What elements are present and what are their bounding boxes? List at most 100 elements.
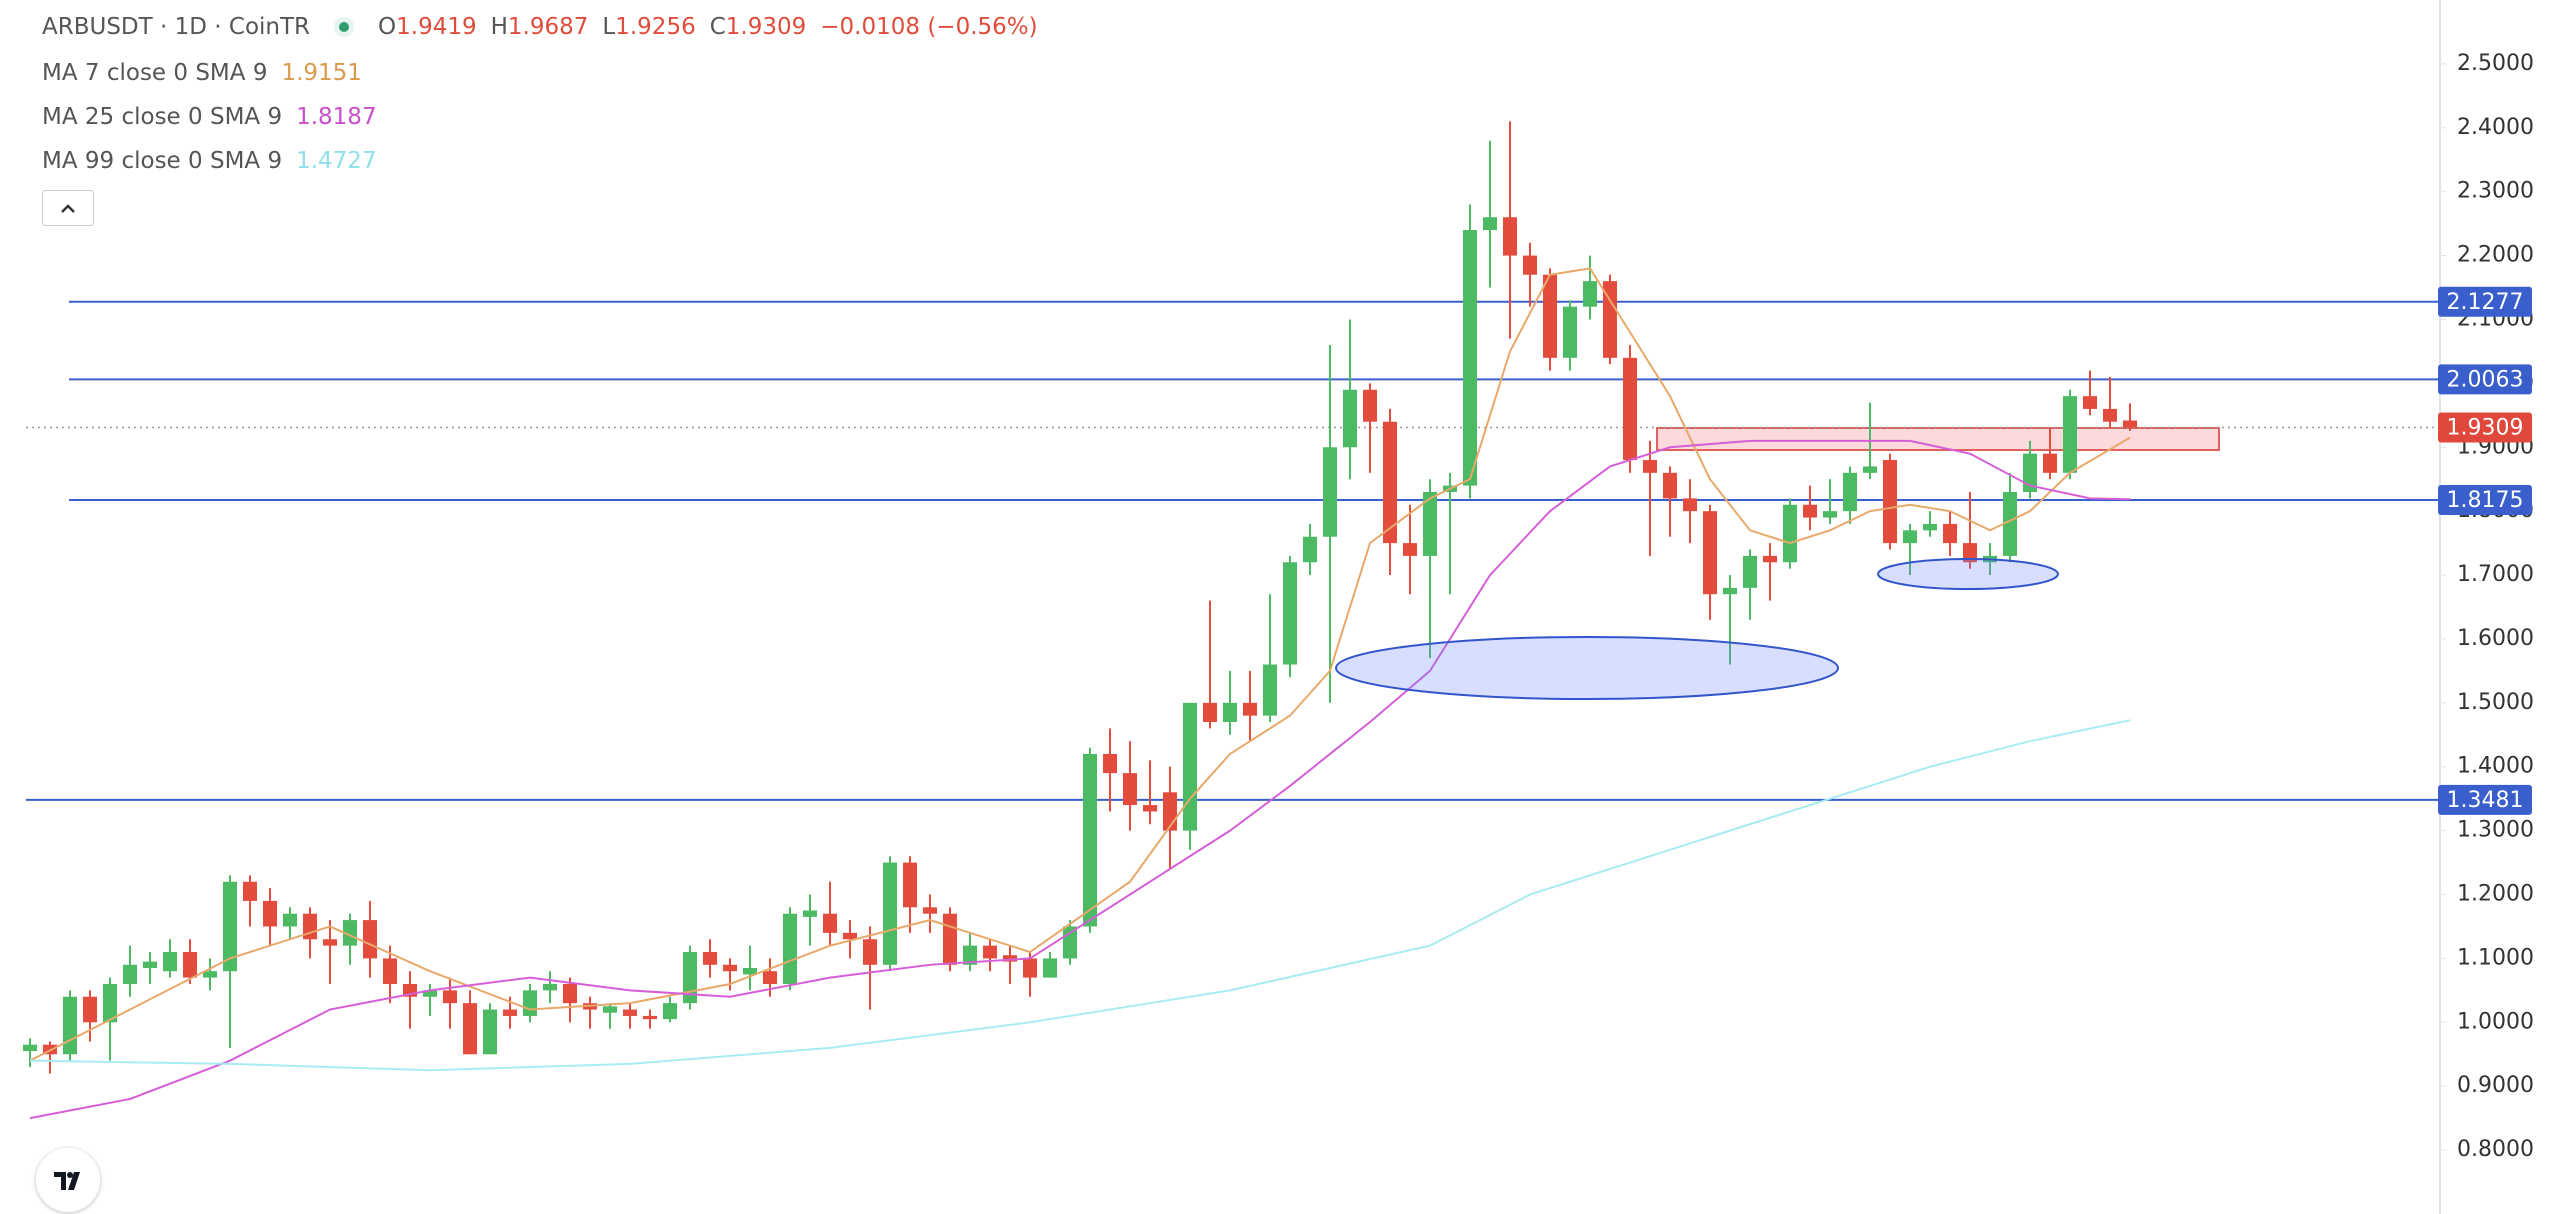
collapse-button[interactable] xyxy=(42,190,94,226)
candle-body xyxy=(1943,523,1957,544)
candle-body xyxy=(323,939,337,946)
candle-body xyxy=(1203,702,1217,723)
candle-body xyxy=(1843,472,1857,512)
candle-body xyxy=(1663,472,1677,499)
candle-body xyxy=(983,945,997,959)
ohlc-value: 1.9309 xyxy=(725,14,807,40)
candle-body xyxy=(1623,357,1637,461)
candle-body xyxy=(63,996,77,1055)
ohlc-label: H xyxy=(490,14,508,40)
candle-body xyxy=(23,1044,37,1052)
change: −0.0108 (−0.56%) xyxy=(820,14,1038,40)
candle-body xyxy=(863,939,877,965)
candle-body xyxy=(1723,587,1737,595)
candle-body xyxy=(1923,523,1937,531)
ma-legend: MA 99 close 0 SMA 9 1.4727 xyxy=(42,148,377,174)
candle-body xyxy=(743,968,757,975)
candle-body xyxy=(1263,664,1277,716)
candle-body xyxy=(163,952,177,972)
candle-body xyxy=(603,1006,617,1013)
candle-body xyxy=(223,881,237,972)
y-tick-label: 1.2000 xyxy=(2457,882,2534,907)
candle-body xyxy=(1743,555,1757,588)
candle-body xyxy=(83,996,97,1023)
candle-body xyxy=(1103,753,1117,774)
ohlc-value: 1.9256 xyxy=(615,14,696,40)
y-tick-label: 1.1000 xyxy=(2457,945,2534,970)
ohlc: C1.9309 xyxy=(710,14,807,40)
candle-body xyxy=(1503,217,1517,256)
tv-logo[interactable] xyxy=(36,1148,100,1212)
candle-body xyxy=(1043,958,1057,978)
candle-body xyxy=(183,952,197,978)
candle-body xyxy=(2123,420,2137,428)
candle-body xyxy=(1783,504,1797,563)
ohlc-label: O xyxy=(378,14,397,40)
ohlc-value: 1.9419 xyxy=(396,14,477,40)
candle-body xyxy=(1883,460,1897,544)
candle-body xyxy=(263,900,277,927)
candle-body xyxy=(143,961,157,969)
zone-ellipse xyxy=(1877,558,2059,590)
candle-body xyxy=(1383,421,1397,544)
y-tick-label: 1.4000 xyxy=(2457,754,2534,779)
candle-body xyxy=(443,990,457,1004)
level-label: 2.1277 xyxy=(2447,290,2524,315)
y-tick-label: 2.2000 xyxy=(2457,243,2534,268)
ohlc-label: L xyxy=(602,14,616,40)
candle-body xyxy=(763,971,777,984)
ma-line xyxy=(29,439,2131,1120)
level-label: 1.3481 xyxy=(2447,788,2524,813)
candle-body xyxy=(1483,217,1497,231)
ohlc: O1.9419 xyxy=(378,14,477,40)
ma-value: 1.9151 xyxy=(281,60,362,86)
candle-body xyxy=(1243,702,1257,716)
level-badge xyxy=(2438,784,2532,815)
candle-body xyxy=(1863,466,1877,473)
ohlc: H1.9687 xyxy=(491,14,589,40)
y-tick-label: 1.7000 xyxy=(2457,562,2534,587)
level-label: 1.8175 xyxy=(2447,488,2524,513)
candle-body xyxy=(463,1003,477,1055)
candle-body xyxy=(2083,396,2097,409)
candle-body xyxy=(483,1009,497,1055)
ohlc-label: C xyxy=(709,14,726,40)
candle-body xyxy=(923,907,937,914)
price-label: 1.9309 xyxy=(2447,416,2524,441)
candle-body xyxy=(2043,453,2057,473)
header: ARBUSDT · 1D · CoinTR O1.9419 H1.9687 L1… xyxy=(42,14,1038,40)
candle-body xyxy=(383,958,397,984)
candle-body xyxy=(2103,408,2117,422)
candle-body xyxy=(2003,491,2017,556)
candle-body xyxy=(1543,274,1557,358)
candle-body xyxy=(503,1009,517,1016)
candle-body xyxy=(663,1003,677,1020)
candle-body xyxy=(1003,955,1017,962)
candle-body xyxy=(783,913,797,984)
y-tick-label: 1.0000 xyxy=(2457,1009,2534,1034)
candle-body xyxy=(803,910,817,917)
ma-value: 1.8187 xyxy=(296,104,377,130)
candle-body xyxy=(1603,281,1617,358)
candle-body xyxy=(903,862,917,908)
level-badge xyxy=(2438,286,2532,317)
candle-body xyxy=(1643,460,1657,473)
candle-body xyxy=(2023,453,2037,492)
y-tick-label: 0.8000 xyxy=(2457,1137,2534,1162)
ma-name: MA 7 close 0 SMA 9 xyxy=(42,60,268,86)
candle-body xyxy=(343,920,357,946)
y-tick-label: 2.5000 xyxy=(2457,51,2534,76)
symbol-title: ARBUSDT · 1D · CoinTR xyxy=(42,14,311,40)
candle-body xyxy=(1523,255,1537,275)
candle-body xyxy=(283,913,297,927)
candle-body xyxy=(1223,702,1237,723)
level-badge xyxy=(2438,364,2532,395)
candle-body xyxy=(1963,543,1977,563)
candle-body xyxy=(703,952,717,965)
candle-body xyxy=(2063,396,2077,473)
candle-body xyxy=(1903,530,1917,544)
candle-body xyxy=(1683,498,1697,512)
candle-body xyxy=(543,983,557,991)
